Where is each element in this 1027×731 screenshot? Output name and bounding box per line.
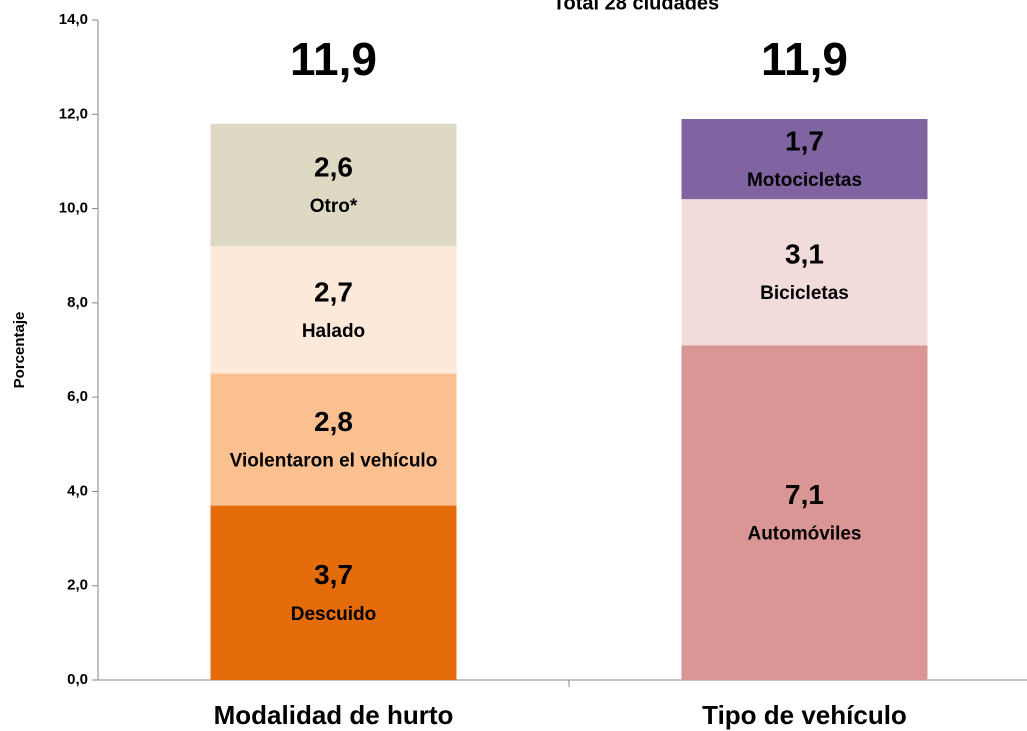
y-tick-label: 10,0 xyxy=(59,200,88,217)
bar-segment xyxy=(210,505,457,680)
x-tick-label: Modalidad de hurto xyxy=(214,700,454,730)
segment-label: Motocicletas xyxy=(747,170,862,191)
segment-label: Otro* xyxy=(310,196,358,217)
data-label: 2,6 xyxy=(314,151,353,182)
segment-label: Halado xyxy=(302,321,365,342)
bar-segment xyxy=(681,345,928,680)
data-label: 2,7 xyxy=(314,276,353,307)
segment-label: Automóviles xyxy=(747,524,861,545)
total-label: 11,9 xyxy=(761,33,848,85)
segment-label: Descuido xyxy=(291,604,377,625)
data-label: 2,8 xyxy=(314,406,353,437)
y-tick-label: 0,0 xyxy=(67,671,88,688)
data-label: 3,7 xyxy=(314,559,353,590)
y-axis-label: Porcentaje xyxy=(11,312,28,389)
chart-title: Total 28 ciudades xyxy=(553,0,719,14)
y-tick-label: 12,0 xyxy=(59,105,88,122)
y-tick-label: 6,0 xyxy=(67,388,88,405)
bar-segment xyxy=(681,119,928,200)
total-label: 11,9 xyxy=(290,33,377,85)
y-tick-label: 8,0 xyxy=(67,294,88,311)
bar-segment xyxy=(210,373,457,506)
bar-segment xyxy=(210,246,457,374)
y-tick-label: 14,0 xyxy=(59,11,88,28)
bar-segment xyxy=(681,199,928,346)
data-label: 1,7 xyxy=(785,125,824,156)
data-label: 7,1 xyxy=(785,479,824,510)
segment-label: Violentaron el vehículo xyxy=(230,451,438,472)
segment-label: Bicicletas xyxy=(760,283,849,304)
bar-segment xyxy=(210,123,457,247)
data-label: 3,1 xyxy=(785,239,824,270)
x-tick-label: Tipo de vehículo xyxy=(702,700,907,730)
y-tick-label: 2,0 xyxy=(67,577,88,594)
y-tick-label: 4,0 xyxy=(67,482,88,499)
